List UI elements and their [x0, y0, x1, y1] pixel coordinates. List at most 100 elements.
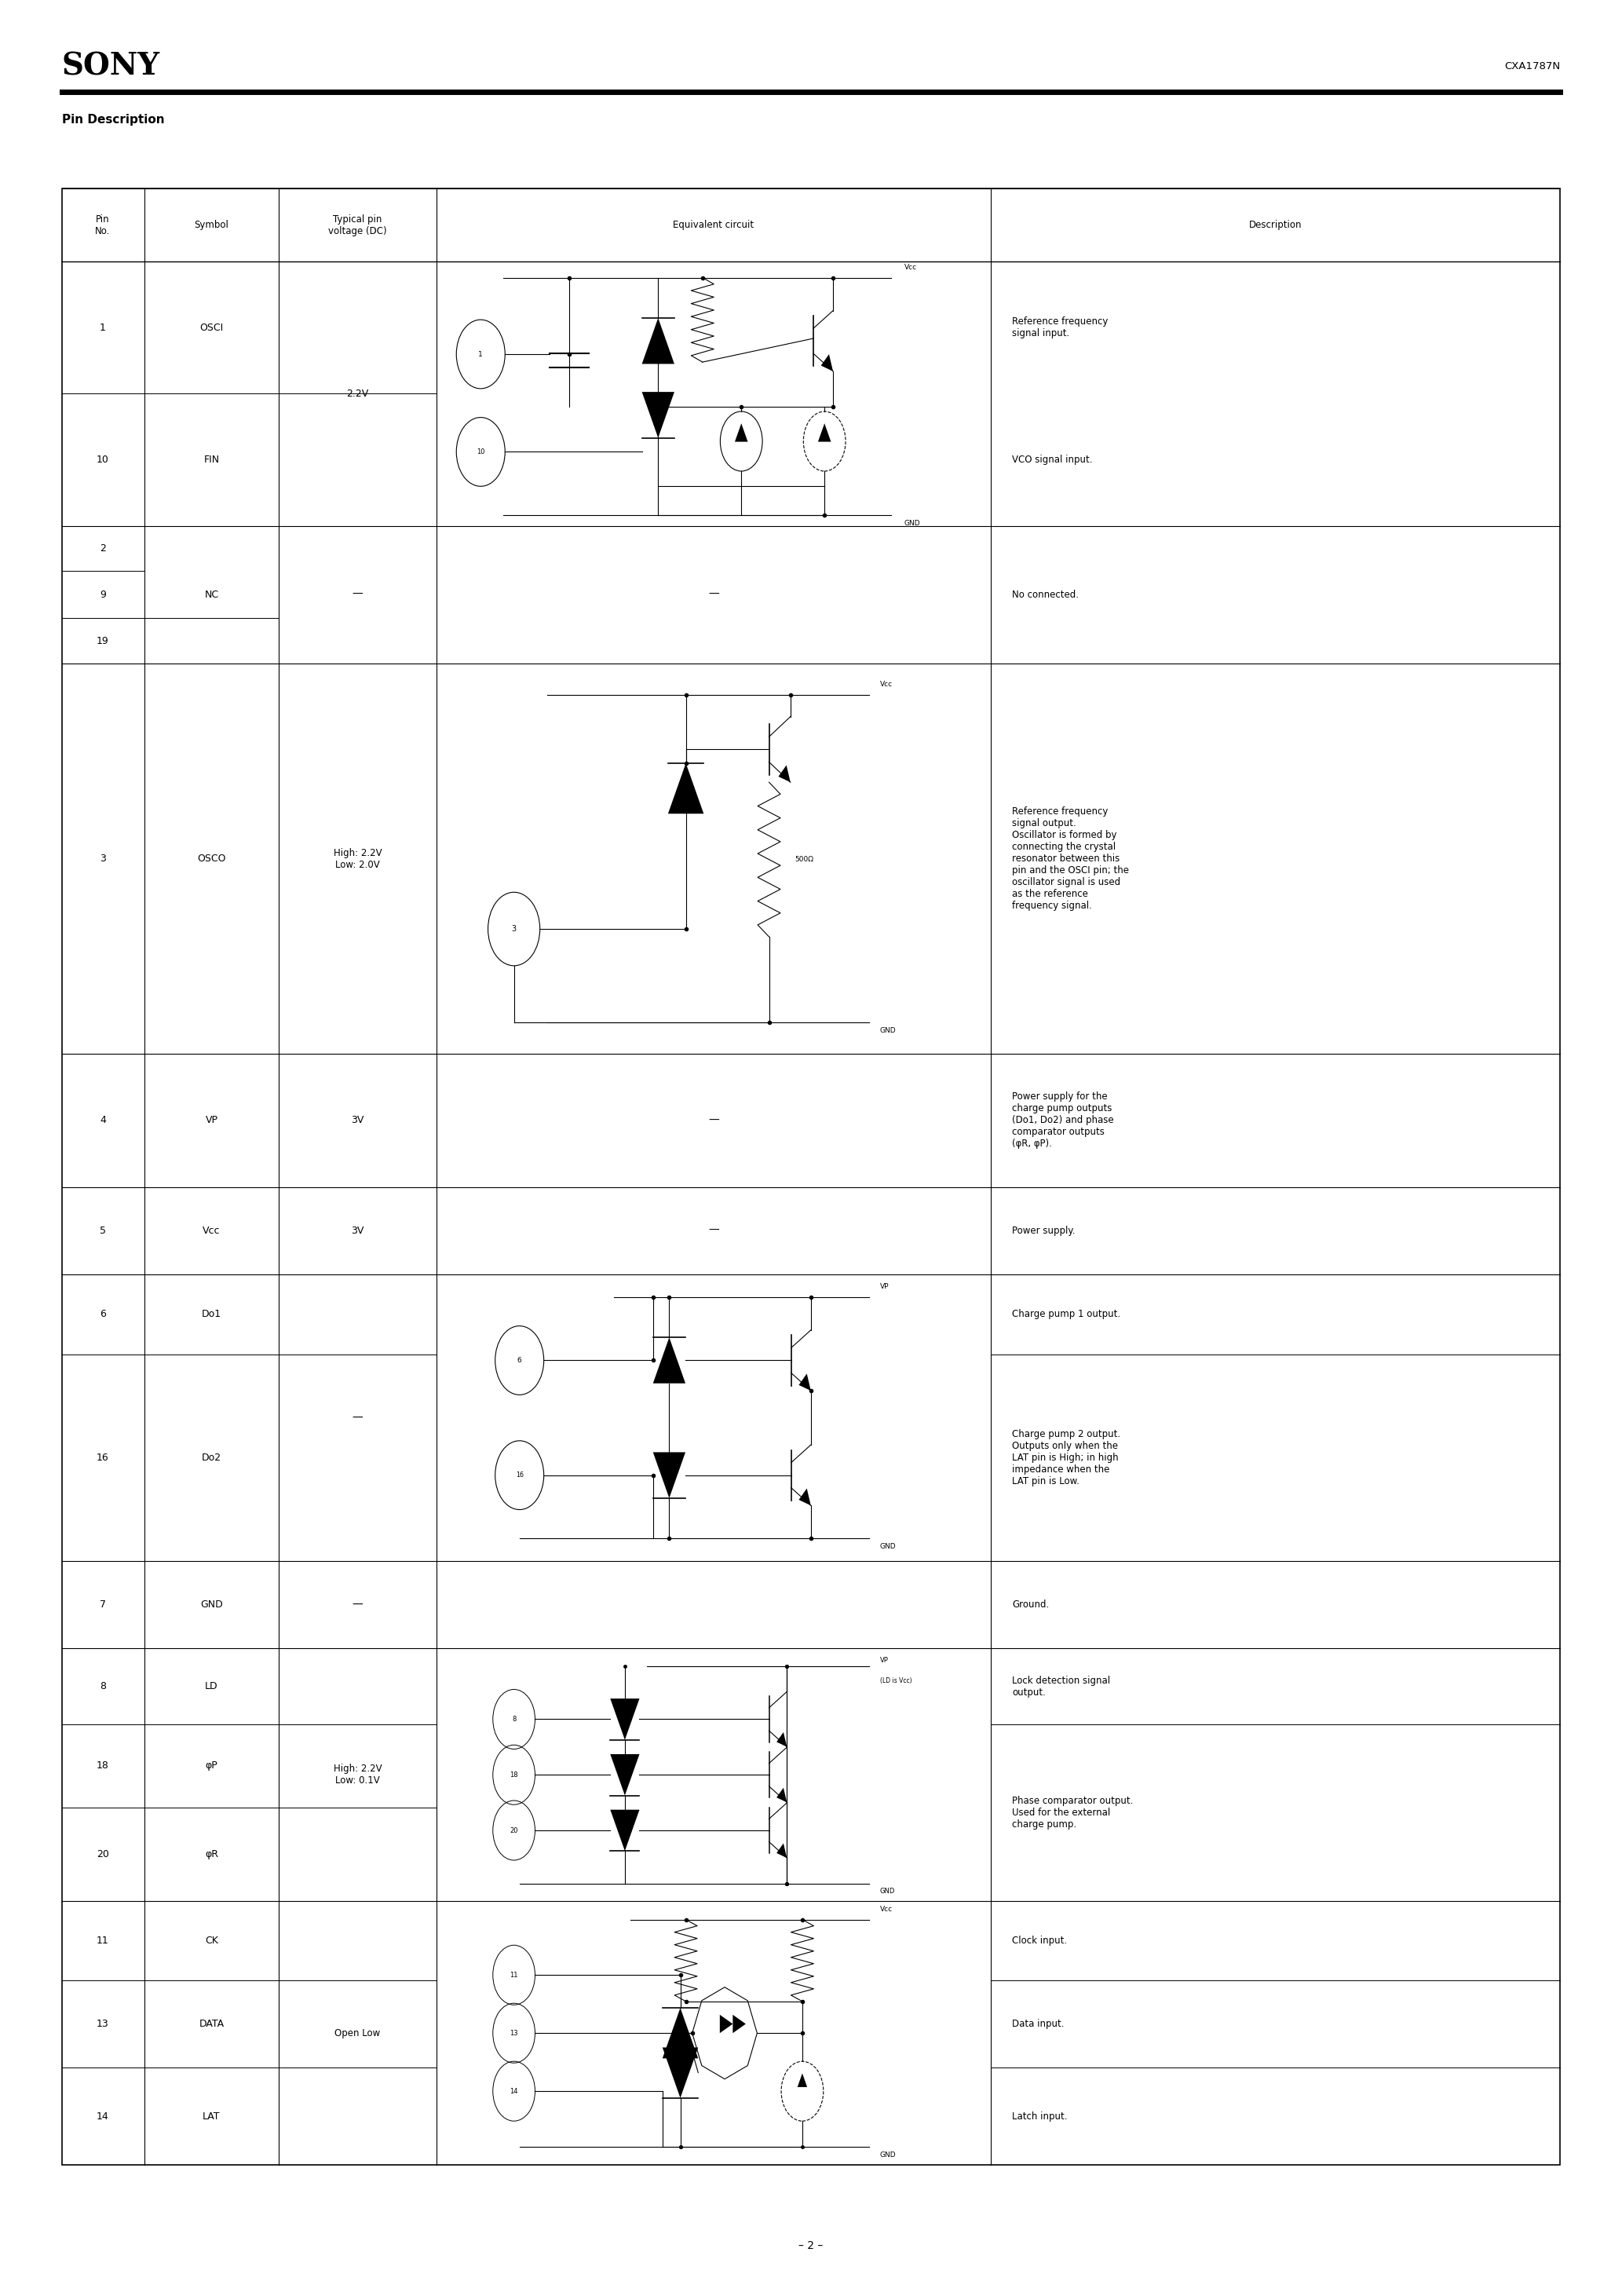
Text: Power supply for the
charge pump outputs
(Do1, Do2) and phase
comparator outputs: Power supply for the charge pump outputs…: [1012, 1093, 1114, 1148]
Polygon shape: [777, 1844, 787, 1857]
Text: 5: 5: [99, 1226, 105, 1235]
Polygon shape: [662, 2007, 697, 2057]
Text: VP: VP: [881, 1658, 889, 1665]
Text: Pin Description: Pin Description: [62, 113, 164, 126]
Polygon shape: [654, 1336, 686, 1382]
Text: GND: GND: [881, 2151, 895, 2158]
Text: —: —: [352, 590, 363, 599]
Text: FIN: FIN: [204, 455, 219, 464]
Text: CK: CK: [204, 1936, 217, 1945]
Text: SONY: SONY: [62, 53, 161, 80]
Text: (LD is Vcc): (LD is Vcc): [881, 1678, 912, 1685]
Text: LD: LD: [204, 1681, 217, 1692]
Text: VCO signal input.: VCO signal input.: [1012, 455, 1092, 464]
Text: 20: 20: [97, 1848, 109, 1860]
Text: GND: GND: [881, 1026, 895, 1033]
Text: 8: 8: [99, 1681, 105, 1692]
Text: 18: 18: [97, 1761, 109, 1770]
Text: No connected.: No connected.: [1012, 590, 1079, 599]
Text: 14: 14: [509, 2087, 517, 2094]
Polygon shape: [610, 1809, 639, 1851]
Text: 18: 18: [509, 1770, 517, 1779]
Text: Pin
No.: Pin No.: [96, 214, 110, 236]
Text: 20: 20: [509, 1828, 517, 1835]
Polygon shape: [720, 2016, 733, 2034]
Text: 1: 1: [101, 324, 105, 333]
Text: φR: φR: [204, 1848, 219, 1860]
Text: Phase comparator output.
Used for the external
charge pump.: Phase comparator output. Used for the ex…: [1012, 1795, 1134, 1830]
Text: Clock input.: Clock input.: [1012, 1936, 1067, 1945]
Bar: [62, 188, 1560, 2165]
Text: 6: 6: [517, 1357, 522, 1364]
Polygon shape: [798, 2073, 808, 2087]
Text: Charge pump 1 output.: Charge pump 1 output.: [1012, 1309, 1121, 1320]
Text: 8: 8: [513, 1715, 516, 1722]
Text: 6: 6: [101, 1309, 105, 1320]
Polygon shape: [642, 393, 675, 439]
Polygon shape: [642, 317, 675, 363]
Text: Do1: Do1: [201, 1309, 221, 1320]
Polygon shape: [610, 1699, 639, 1740]
Text: 11: 11: [509, 1972, 517, 1979]
Text: 13: 13: [97, 2018, 109, 2030]
Text: Power supply.: Power supply.: [1012, 1226, 1075, 1235]
Polygon shape: [654, 1451, 686, 1497]
Text: GND: GND: [881, 1543, 895, 1550]
Text: Reference frequency
signal input.: Reference frequency signal input.: [1012, 317, 1108, 340]
Text: Description: Description: [1249, 220, 1302, 230]
Text: φP: φP: [206, 1761, 217, 1770]
Text: 2: 2: [101, 544, 105, 553]
Text: Latch input.: Latch input.: [1012, 2112, 1067, 2122]
Text: Charge pump 2 output.
Outputs only when the
LAT pin is High; in high
impedance w: Charge pump 2 output. Outputs only when …: [1012, 1430, 1121, 1486]
Polygon shape: [779, 765, 790, 783]
Text: Equivalent circuit: Equivalent circuit: [673, 220, 754, 230]
Text: 16: 16: [97, 1453, 109, 1463]
Text: —: —: [709, 590, 719, 599]
Text: Vcc: Vcc: [203, 1226, 221, 1235]
Text: Typical pin
voltage (DC): Typical pin voltage (DC): [328, 214, 388, 236]
Polygon shape: [777, 1789, 787, 1802]
Text: Vcc: Vcc: [903, 264, 916, 271]
Text: CXA1787N: CXA1787N: [1505, 62, 1560, 71]
Text: Ground.: Ground.: [1012, 1600, 1049, 1609]
Polygon shape: [821, 354, 834, 372]
Text: NC: NC: [204, 590, 219, 599]
Text: 13: 13: [509, 2030, 517, 2037]
Text: Reference frequency
signal output.
Oscillator is formed by
connecting the crysta: Reference frequency signal output. Oscil…: [1012, 806, 1129, 912]
Text: – 2 –: – 2 –: [798, 2241, 824, 2250]
Text: VP: VP: [206, 1116, 217, 1125]
Text: 11: 11: [97, 1936, 109, 1945]
Text: 16: 16: [516, 1472, 524, 1479]
Text: —: —: [352, 1412, 363, 1424]
Text: 14: 14: [97, 2112, 109, 2122]
Text: OSCI: OSCI: [200, 324, 224, 333]
Text: Lock detection signal
output.: Lock detection signal output.: [1012, 1676, 1109, 1697]
Text: GND: GND: [881, 1887, 895, 1894]
Text: 500Ω: 500Ω: [795, 856, 814, 863]
Text: 10: 10: [477, 448, 485, 455]
Text: DATA: DATA: [200, 2018, 224, 2030]
Polygon shape: [777, 1731, 787, 1747]
Text: High: 2.2V
Low: 2.0V: High: 2.2V Low: 2.0V: [334, 847, 381, 870]
Text: Data input.: Data input.: [1012, 2018, 1064, 2030]
Text: 10: 10: [97, 455, 109, 464]
Text: 3: 3: [511, 925, 516, 932]
Polygon shape: [735, 422, 748, 441]
Polygon shape: [610, 1754, 639, 1795]
Text: VP: VP: [881, 1283, 889, 1290]
Text: Do2: Do2: [201, 1453, 221, 1463]
Text: 3V: 3V: [352, 1116, 363, 1125]
Text: OSCO: OSCO: [198, 854, 225, 863]
Polygon shape: [733, 2016, 746, 2034]
Text: 9: 9: [101, 590, 105, 599]
Polygon shape: [668, 762, 704, 813]
Text: —: —: [352, 1600, 363, 1609]
Text: 4: 4: [101, 1116, 105, 1125]
Text: Open Low: Open Low: [334, 2027, 381, 2039]
Text: Vcc: Vcc: [881, 1906, 892, 1913]
Text: 3: 3: [101, 854, 105, 863]
Text: 19: 19: [97, 636, 109, 645]
Text: 2.2V: 2.2V: [347, 388, 368, 400]
Text: GND: GND: [903, 519, 920, 526]
Text: —: —: [709, 1116, 719, 1125]
